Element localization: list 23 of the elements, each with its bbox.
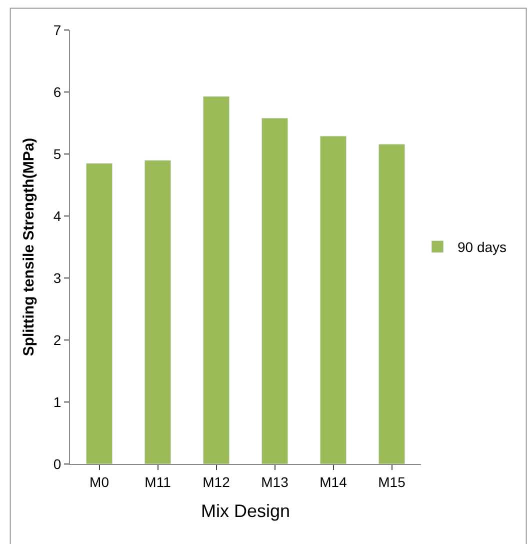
x-tick-label: M14 xyxy=(320,474,348,490)
x-tick-label: M15 xyxy=(378,474,406,490)
bar xyxy=(378,144,406,464)
y-tick-label: 2 xyxy=(53,332,62,348)
y-tick-label: 6 xyxy=(53,84,62,100)
y-tick-label: 4 xyxy=(53,208,62,224)
x-tick-label: M12 xyxy=(202,474,230,490)
x-axis-title: Mix Design xyxy=(200,500,290,521)
y-tick-label: 3 xyxy=(53,270,62,286)
legend-label: 90 days xyxy=(457,239,507,256)
bar xyxy=(144,160,172,464)
x-tick-label: M13 xyxy=(261,474,289,490)
x-tick-label: M0 xyxy=(90,474,110,490)
bar xyxy=(202,96,230,464)
bar xyxy=(261,118,288,464)
y-tick-label: 0 xyxy=(53,456,62,472)
bar xyxy=(86,163,113,464)
x-tick-label: M11 xyxy=(144,474,172,490)
y-tick-label: 5 xyxy=(53,146,62,162)
y-tick-label: 1 xyxy=(53,394,62,410)
y-tick-label: 7 xyxy=(53,22,62,38)
bar xyxy=(320,136,347,464)
y-axis-title: Splitting tensile Strength(MPa) xyxy=(20,138,38,356)
